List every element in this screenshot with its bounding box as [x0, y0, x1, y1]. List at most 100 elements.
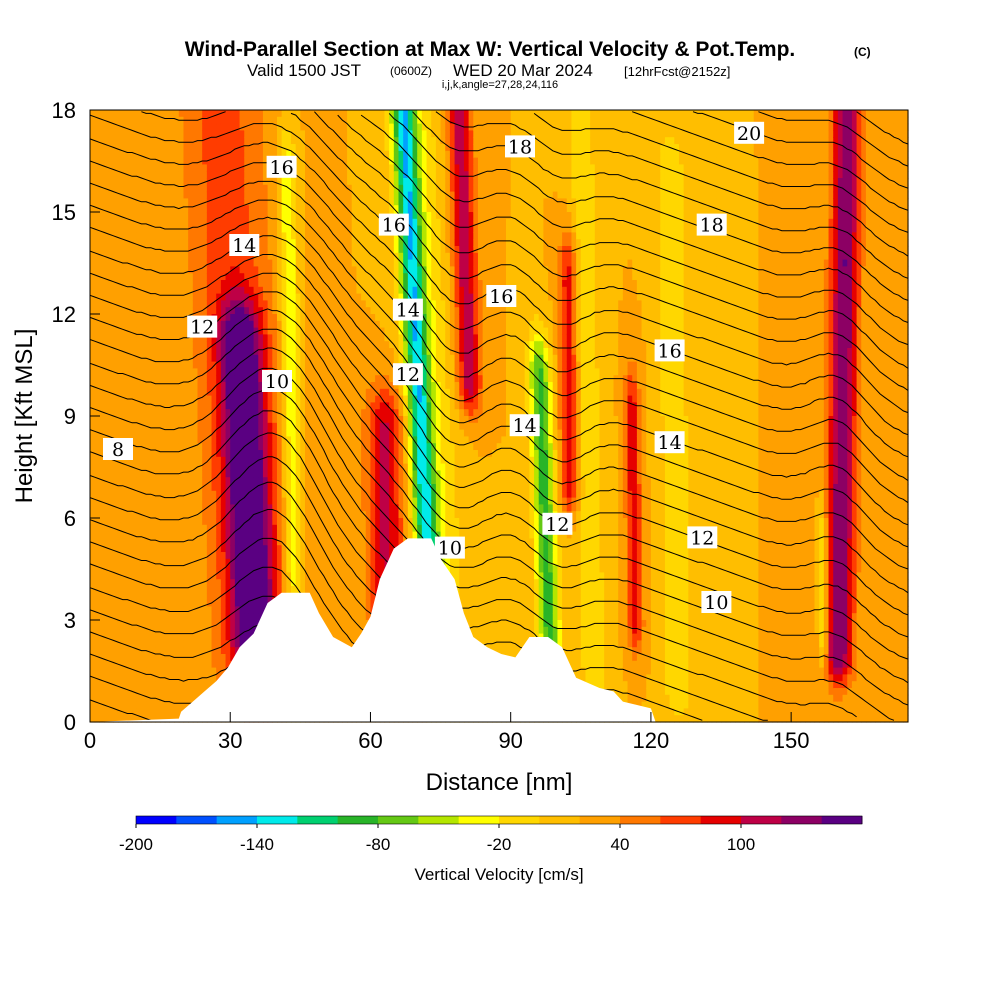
velocity-cell — [141, 348, 147, 356]
velocity-cell — [290, 184, 297, 193]
velocity-cell — [94, 626, 100, 635]
velocity-cell — [211, 416, 217, 424]
velocity-cell — [108, 382, 114, 390]
velocity-cell — [155, 382, 161, 390]
velocity-cell — [136, 565, 143, 573]
velocity-cell — [113, 341, 119, 349]
velocity-cell — [108, 212, 114, 220]
velocity-cell — [104, 511, 110, 519]
velocity-cell — [113, 463, 119, 471]
velocity-cell — [211, 436, 217, 444]
velocity-cell — [211, 184, 217, 193]
velocity-cell — [281, 232, 287, 240]
velocity-cell — [262, 450, 269, 458]
velocity-cell — [160, 633, 166, 641]
velocity-cell — [225, 320, 231, 329]
velocity-cell — [108, 361, 114, 369]
velocity-cell — [234, 409, 241, 417]
velocity-cell — [272, 225, 278, 233]
velocity-cell — [244, 212, 250, 220]
velocity-cell — [183, 538, 189, 546]
velocity-cell — [305, 178, 311, 186]
velocity-cell — [286, 198, 292, 206]
velocity-cell — [132, 246, 138, 254]
velocity-cell — [211, 300, 217, 308]
velocity-cell — [202, 368, 208, 376]
velocity-cell — [197, 654, 203, 662]
velocity-cell — [305, 191, 311, 199]
velocity-cell — [258, 123, 264, 131]
velocity-cell — [164, 504, 171, 512]
velocity-cell — [118, 660, 124, 669]
velocity-cell — [244, 620, 250, 628]
velocity-cell — [234, 348, 241, 356]
velocity-cell — [319, 429, 325, 437]
velocity-cell — [99, 354, 105, 363]
velocity-cell — [160, 545, 166, 553]
velocity-cell — [272, 314, 278, 322]
velocity-cell — [127, 497, 133, 505]
velocity-cell — [132, 171, 138, 179]
velocity-cell — [192, 477, 199, 485]
velocity-cell — [155, 388, 161, 397]
velocity-cell — [234, 531, 241, 539]
velocity-cell — [174, 375, 180, 383]
velocity-cell — [132, 654, 138, 662]
velocity-cell — [202, 565, 208, 573]
velocity-cell — [272, 477, 278, 485]
velocity-cell — [267, 361, 273, 369]
velocity-cell — [305, 225, 311, 233]
velocity-cell — [108, 239, 114, 247]
velocity-cell — [202, 171, 208, 179]
velocity-cell — [118, 613, 124, 621]
velocity-cell — [155, 184, 161, 193]
velocity-cell — [136, 667, 143, 675]
velocity-cell — [244, 538, 250, 546]
velocity-cell — [220, 320, 227, 329]
velocity-cell — [286, 273, 292, 281]
velocity-cell — [216, 443, 222, 451]
velocity-cell — [258, 586, 264, 594]
velocity-cell — [202, 558, 208, 567]
velocity-cell — [337, 416, 344, 424]
velocity-cell — [230, 538, 236, 546]
velocity-cell — [122, 477, 128, 485]
velocity-cell — [146, 463, 152, 471]
velocity-cell — [188, 592, 194, 601]
velocity-cell — [230, 620, 236, 628]
velocity-cell — [122, 157, 128, 165]
velocity-cell — [150, 266, 157, 274]
velocity-cell — [244, 422, 250, 431]
velocity-cell — [178, 518, 185, 526]
velocity-cell — [141, 477, 147, 485]
velocity-cell — [99, 558, 105, 567]
velocity-cell — [197, 191, 203, 199]
velocity-cell — [188, 110, 194, 118]
velocity-cell — [248, 178, 255, 186]
velocity-cell — [99, 252, 105, 261]
velocity-cell — [295, 422, 301, 431]
velocity-cell — [99, 388, 105, 397]
velocity-cell — [225, 497, 231, 505]
velocity-cell — [136, 341, 143, 349]
velocity-cell — [164, 694, 171, 703]
velocity-cell — [146, 388, 152, 397]
velocity-cell — [281, 144, 287, 152]
velocity-cell — [160, 531, 166, 539]
velocity-cell — [295, 388, 301, 397]
velocity-cell — [234, 416, 241, 424]
velocity-cell — [169, 252, 175, 261]
velocity-cell — [113, 286, 119, 295]
velocity-cell — [234, 116, 241, 125]
velocity-cell — [216, 456, 222, 465]
velocity-cell — [267, 137, 273, 145]
velocity-cell — [225, 599, 231, 607]
velocity-cell — [323, 395, 329, 403]
velocity-cell — [244, 633, 250, 641]
velocity-cell — [220, 613, 227, 621]
velocity-cell — [253, 613, 259, 621]
velocity-cell — [216, 293, 222, 301]
velocity-cell — [155, 286, 161, 295]
velocity-cell — [253, 586, 259, 594]
velocity-cell — [333, 110, 339, 118]
